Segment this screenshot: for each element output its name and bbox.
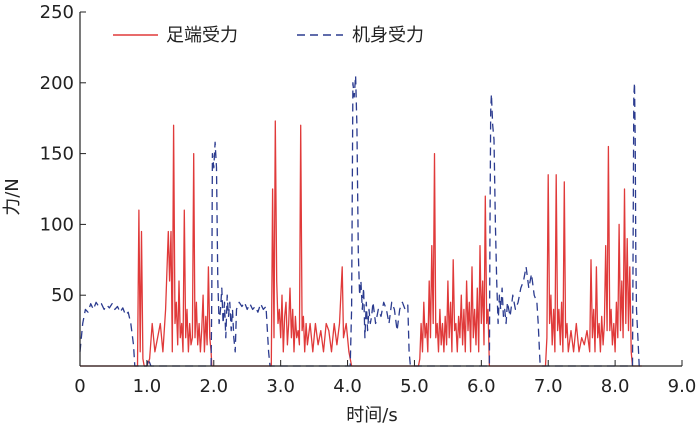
legend-label-body-force: 机身受力 (352, 25, 424, 46)
x-tick-label: 2.0 (199, 376, 228, 397)
y-axis-title: 力/N (2, 178, 23, 216)
legend-label-foot-force: 足端受力 (166, 25, 238, 46)
x-tick-label: 8.0 (601, 376, 630, 397)
x-tick-label: 7.0 (534, 376, 563, 397)
y-tick-label: 200 (40, 73, 74, 94)
x-tick-label: 9.0 (668, 376, 697, 397)
y-tick-label: 50 (51, 285, 74, 306)
axes-layer (79, 12, 682, 367)
x-tick-label: 3.0 (266, 376, 295, 397)
series-layer (79, 75, 642, 367)
x-tick-label: 0 (74, 376, 85, 397)
y-tick-label: 150 (40, 144, 74, 165)
legend: 足端受力 机身受力 (113, 25, 424, 46)
x-axis-title: 时间/s (346, 405, 397, 426)
series-line-0 (80, 120, 642, 367)
x-tick-label: 1.0 (133, 376, 162, 397)
x-tick-label: 6.0 (467, 376, 496, 397)
y-tick-label: 100 (40, 214, 74, 235)
y-tick-label: 250 (40, 2, 74, 23)
ticks-layer: 0 1.0 2.0 3.0 4.0 5.0 6.0 7.0 8.0 9.0 50 100 150 200 2… (40, 2, 697, 397)
x-tick-label: 5.0 (400, 376, 429, 397)
x-tick-label: 4.0 (333, 376, 362, 397)
